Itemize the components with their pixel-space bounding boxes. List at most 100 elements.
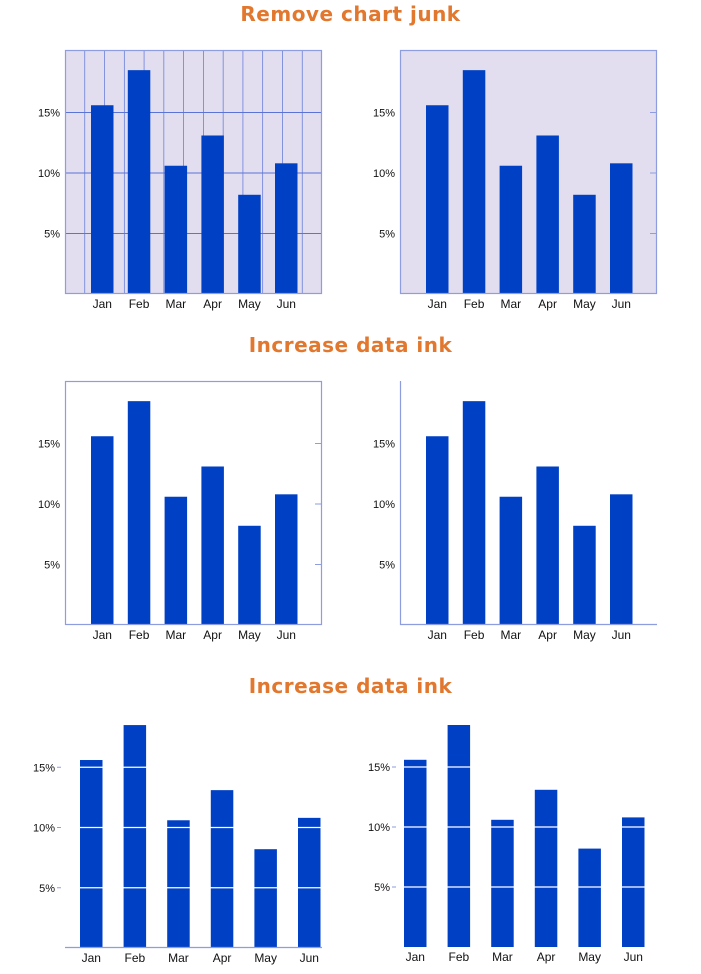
bar-feb: [127, 401, 151, 625]
bar-may: [578, 848, 601, 947]
y-tick-label: 15%: [373, 439, 395, 451]
x-tick-label: Mar: [166, 297, 187, 311]
x-tick-label: Apr: [538, 297, 557, 311]
bar-may: [573, 525, 596, 625]
bar-apr: [201, 135, 224, 294]
bar-feb: [462, 70, 486, 295]
x-tick-label: Apr: [213, 951, 232, 965]
section-title-increase-data-ink-2: Increase data ink: [248, 674, 453, 698]
bar-jun: [298, 817, 321, 948]
section-title-remove-chart-junk: Remove chart junk: [240, 2, 461, 26]
plot-frame: [64, 380, 323, 626]
x-tick-label: Mar: [501, 297, 522, 311]
bar-jun: [610, 494, 633, 625]
y-tick-label: 10%: [33, 823, 55, 835]
y-tick-label: 10%: [373, 499, 395, 511]
bar-jun: [275, 163, 298, 294]
bar-jan: [426, 436, 449, 625]
bar-feb: [123, 725, 147, 948]
y-tick-label: 5%: [379, 560, 395, 572]
bar-mar: [491, 819, 514, 947]
x-tick-label: May: [238, 297, 261, 311]
x-tick-label: Jan: [82, 951, 101, 965]
x-tick-label: Apr: [537, 950, 556, 964]
section-title-increase-data-ink: Increase data ink: [248, 333, 453, 357]
bar-may: [238, 194, 261, 294]
chart-6-minimal: 5% 10% 15% Jan Feb Mar Apr May Jun: [368, 725, 655, 964]
bar-apr: [536, 466, 559, 625]
chart-3-boxed: 5% 10% 15% Jan Feb Mar Apr May Jun: [38, 380, 323, 642]
y-tick-label: 5%: [379, 229, 395, 241]
x-tick-label: Jun: [612, 297, 631, 311]
bar-jun: [275, 494, 298, 625]
bar-jan: [80, 760, 103, 948]
y-tick-label: 15%: [368, 762, 390, 774]
x-tick-label: Mar: [168, 951, 189, 965]
x-tick-label: May: [578, 950, 601, 964]
x-tick-label: Feb: [125, 951, 146, 965]
bar-mar: [164, 496, 188, 625]
bar-feb: [462, 401, 486, 625]
x-tick-label: Feb: [449, 950, 470, 964]
x-tick-label: Jun: [300, 951, 319, 965]
y-tick-label: 5%: [39, 883, 55, 895]
y-tick-label: 10%: [373, 168, 395, 180]
chart-5-minimal: 5% 10% 15% Jan Feb Mar Apr May Jun: [33, 725, 322, 965]
y-tick-label: 15%: [33, 762, 55, 774]
y-tick-label: 15%: [38, 108, 60, 120]
x-tick-label: Jan: [93, 628, 112, 642]
bar-jan: [404, 759, 427, 947]
bar-jun: [610, 163, 633, 294]
chart-4-axes: 5% 10% 15% Jan Feb Mar Apr May Jun: [373, 381, 657, 642]
bar-feb: [447, 725, 471, 947]
x-tick-label: Mar: [166, 628, 187, 642]
y-tick-label: 10%: [38, 168, 60, 180]
bar-apr: [534, 789, 558, 947]
bar-mar: [499, 496, 523, 625]
plot-frame: [64, 49, 323, 295]
x-tick-label: May: [573, 628, 596, 642]
x-tick-label: Jun: [277, 297, 296, 311]
x-tick-label: Feb: [129, 297, 150, 311]
y-tick-label: 10%: [38, 499, 60, 511]
x-tick-label: Jan: [93, 297, 112, 311]
plot-frame: [399, 49, 658, 295]
chart-1-gridded: 5% 10% 15% Jan Feb Mar Apr May Jun: [38, 49, 323, 311]
y-tick-label: 10%: [368, 822, 390, 834]
bar-apr: [210, 790, 234, 948]
x-tick-label: Feb: [129, 628, 150, 642]
x-tick-label: Apr: [203, 297, 222, 311]
bar-jan: [91, 436, 114, 625]
x-tick-label: Jan: [428, 297, 447, 311]
x-tick-label: Apr: [538, 628, 557, 642]
x-tick-label: Mar: [492, 950, 513, 964]
x-tick-label: Jun: [277, 628, 296, 642]
x-tick-label: Feb: [464, 628, 485, 642]
x-tick-label: May: [238, 628, 261, 642]
bar-jan: [426, 105, 449, 294]
y-tick-label: 5%: [374, 882, 390, 894]
bar-may: [238, 525, 261, 625]
x-tick-label: Jan: [406, 950, 425, 964]
bar-jan: [91, 105, 114, 294]
y-tick-label: 5%: [44, 229, 60, 241]
x-tick-label: Jun: [612, 628, 631, 642]
x-tick-label: May: [254, 951, 277, 965]
x-tick-label: Jun: [624, 950, 643, 964]
chart-2-shaded: 5% 10% 15% Jan Feb Mar Apr May Jun: [373, 49, 658, 311]
bar-mar: [499, 165, 523, 294]
bar-may: [573, 194, 596, 294]
x-tick-label: Jan: [428, 628, 447, 642]
y-tick-label: 5%: [44, 560, 60, 572]
x-tick-label: Mar: [501, 628, 522, 642]
bar-mar: [164, 165, 188, 294]
bar-apr: [201, 466, 224, 625]
bar-may: [254, 849, 277, 948]
x-tick-label: May: [573, 297, 596, 311]
y-tick-label: 15%: [38, 439, 60, 451]
bar-jun: [622, 817, 645, 947]
bar-apr: [536, 135, 559, 294]
bar-feb: [127, 70, 151, 295]
y-tick-label: 15%: [373, 108, 395, 120]
x-tick-label: Feb: [464, 297, 485, 311]
